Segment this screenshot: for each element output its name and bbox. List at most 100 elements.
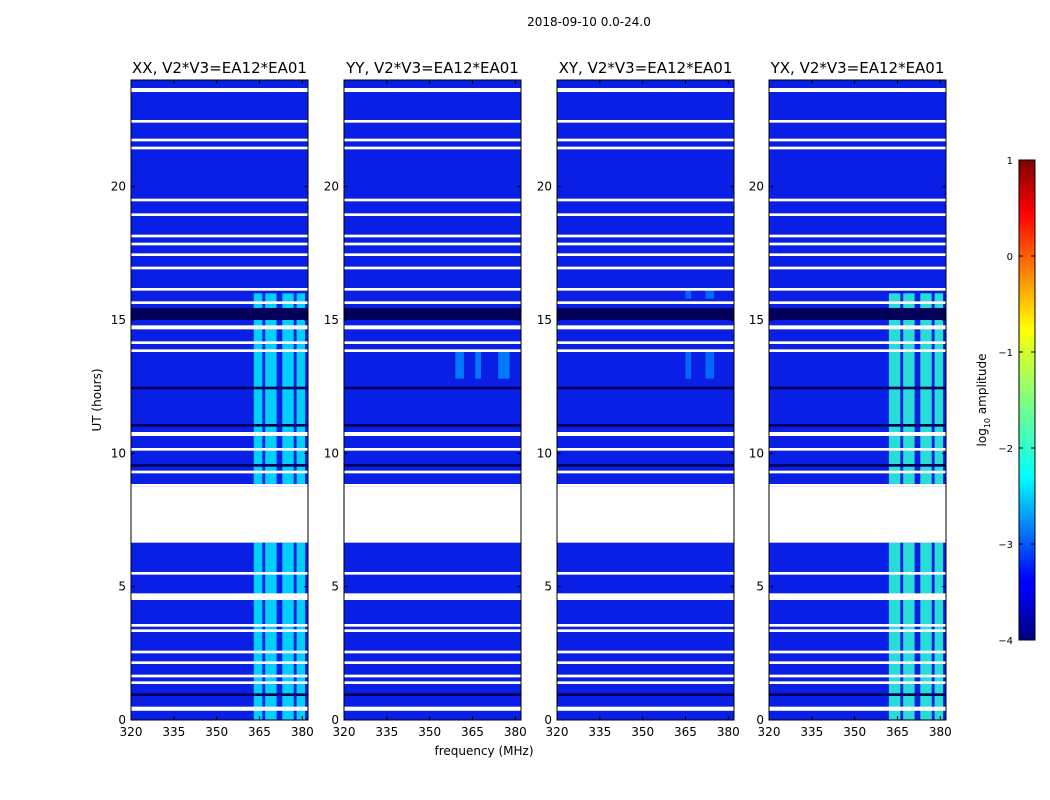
x-tick-label: 350 xyxy=(205,725,228,739)
x-tick-label: 380 xyxy=(504,725,527,739)
y-axis-label: UT (hours) xyxy=(90,368,104,431)
x-tick-label: 380 xyxy=(717,725,740,739)
x-tick-label: 365 xyxy=(886,725,909,739)
flagged-line xyxy=(769,146,946,150)
flagged-line xyxy=(557,572,734,575)
flagged-line xyxy=(344,349,521,352)
flagged-line xyxy=(131,341,308,344)
low-amplitude-band xyxy=(769,424,946,427)
colorbar-tick-label: −1 xyxy=(998,348,1013,359)
flagged-line xyxy=(131,146,308,150)
panel-title: XX, V2*V3=EA12*EA01 xyxy=(132,59,307,77)
rfi-band xyxy=(475,352,482,379)
flagged-line xyxy=(557,341,734,344)
panel-frame xyxy=(343,79,522,721)
flagged-line xyxy=(344,484,521,487)
y-tick-label: 0 xyxy=(331,713,339,727)
flagged-line xyxy=(557,594,734,600)
flagged-line xyxy=(344,448,521,451)
flagged-line xyxy=(131,624,308,627)
colorbar: 1 0 −1 −2 −3 −4 log10 amplitude xyxy=(975,156,1036,647)
flagged-line xyxy=(769,629,946,632)
panel-1: XX, V2*V3=EA12*EA01 320 335 350 365 380 0 5 10 15… xyxy=(111,59,314,739)
rfi-band xyxy=(903,293,915,486)
flagged-line xyxy=(769,594,946,600)
flagged-line xyxy=(344,432,521,436)
flagged-line xyxy=(344,708,521,711)
rfi-band xyxy=(455,352,464,379)
flagged-line xyxy=(557,242,734,246)
y-tick-label: 5 xyxy=(118,580,126,594)
flagged-line xyxy=(344,650,521,654)
x-tick-label: 365 xyxy=(248,725,271,739)
y-tick-label: 5 xyxy=(331,580,339,594)
panel-title: YY, V2*V3=EA12*EA01 xyxy=(345,59,519,77)
flagged-line xyxy=(557,432,734,436)
panel-frame xyxy=(556,79,735,721)
flagged-line xyxy=(769,661,946,664)
rfi-band xyxy=(685,288,692,299)
flagged-line xyxy=(557,234,734,238)
flagged-band xyxy=(769,486,946,543)
flagged-line xyxy=(769,624,946,627)
flagged-line xyxy=(769,325,946,330)
flagged-line xyxy=(344,266,521,270)
rfi-band xyxy=(934,293,944,486)
flagged-line xyxy=(344,120,521,123)
y-tick-label: 5 xyxy=(544,580,552,594)
y-tick-label: 0 xyxy=(756,713,764,727)
colorbar-label: log10 amplitude xyxy=(975,354,992,447)
flagged-line xyxy=(769,650,946,654)
x-tick-label: 380 xyxy=(291,725,314,739)
flagged-line xyxy=(557,681,734,684)
flagged-band xyxy=(344,486,521,543)
x-tick-label: 335 xyxy=(375,725,398,739)
y-tick-label: 10 xyxy=(324,446,339,460)
y-tick-label: 15 xyxy=(324,313,339,327)
flagged-line xyxy=(557,301,734,304)
flagged-line xyxy=(344,88,521,92)
panel-frame xyxy=(768,79,947,721)
flagged-line xyxy=(131,242,308,246)
flagged-band xyxy=(131,486,308,543)
flagged-line xyxy=(557,213,734,216)
flagged-line xyxy=(344,288,521,291)
flagged-line xyxy=(344,325,521,330)
flagged-line xyxy=(344,341,521,344)
flagged-line xyxy=(769,88,946,92)
heatmap-field xyxy=(769,80,946,720)
low-amplitude-band xyxy=(344,693,521,696)
y-tick-label: 15 xyxy=(537,313,552,327)
rfi-band xyxy=(888,293,901,486)
x-tick-label: 365 xyxy=(674,725,697,739)
flagged-line xyxy=(769,253,946,256)
low-amplitude-band xyxy=(557,693,734,696)
flagged-line xyxy=(131,470,308,474)
flagged-line xyxy=(769,681,946,684)
flagged-line xyxy=(131,120,308,123)
flagged-line xyxy=(769,448,946,451)
flagged-line xyxy=(344,629,521,632)
flagged-line xyxy=(769,242,946,246)
y-tick-label: 20 xyxy=(111,180,126,194)
flagged-line xyxy=(557,198,734,202)
flagged-line xyxy=(131,213,308,216)
low-amplitude-band xyxy=(131,693,308,696)
y-tick-label: 15 xyxy=(749,313,764,327)
panel-title: YX, V2*V3=EA12*EA01 xyxy=(770,59,945,77)
flagged-line xyxy=(344,674,521,678)
rfi-band xyxy=(253,293,263,486)
heatmap-field xyxy=(557,80,734,720)
flagged-line xyxy=(344,138,521,142)
panel-4: YX, V2*V3=EA12*EA01 320 335 350 365 380 0 5 10 15… xyxy=(749,59,952,739)
rfi-band xyxy=(920,293,932,486)
flagged-line xyxy=(769,708,946,711)
flagged-line xyxy=(131,198,308,202)
colorbar-tick-label: −2 xyxy=(998,444,1013,455)
x-tick-label: 335 xyxy=(800,725,823,739)
low-amplitude-band xyxy=(344,424,521,427)
flagged-line xyxy=(769,288,946,291)
flagged-line xyxy=(557,624,734,627)
flagged-line xyxy=(344,242,521,246)
colorbar-tick-label: 1 xyxy=(1007,156,1013,167)
